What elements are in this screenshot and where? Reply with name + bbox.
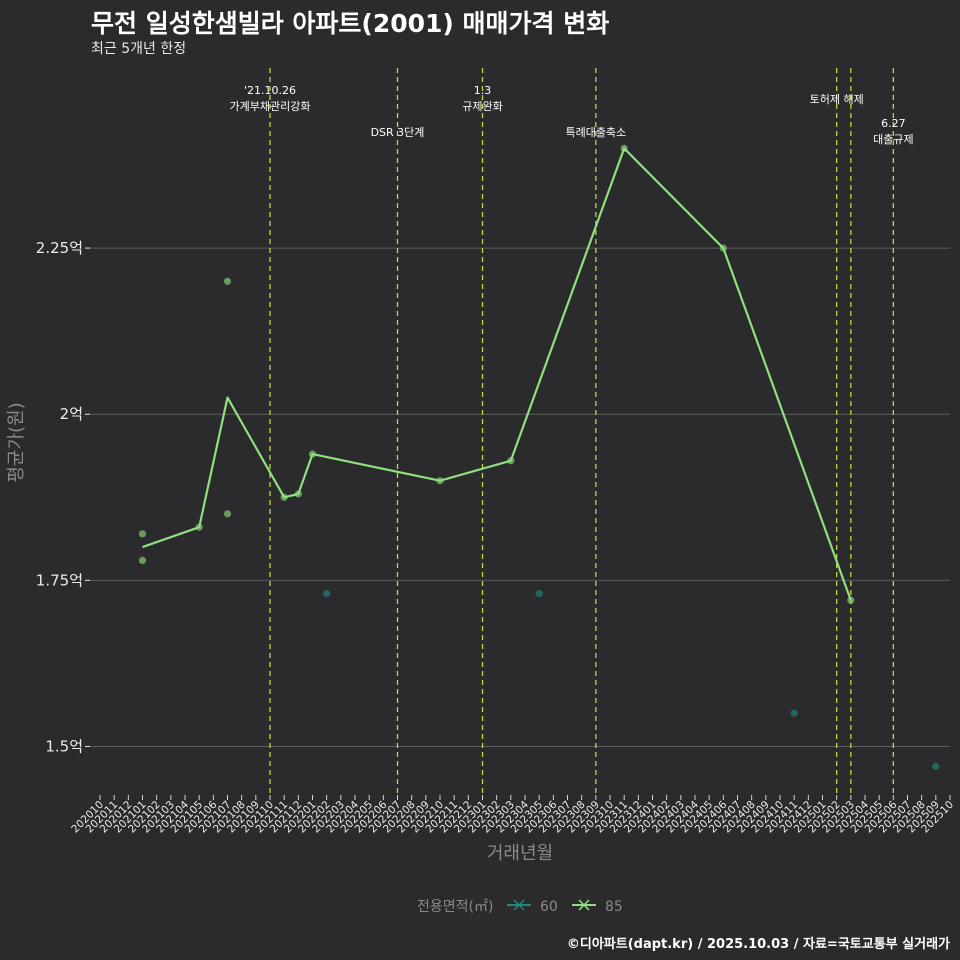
- data-point-85: [294, 490, 302, 498]
- legend-label: 60: [540, 899, 558, 915]
- data-point-85: [280, 493, 288, 501]
- data-point-60: [790, 709, 798, 717]
- legend-key-cross: [513, 899, 525, 911]
- data-point-60: [932, 762, 940, 771]
- legend-label: 85: [605, 899, 623, 915]
- event-label: 6.27: [881, 117, 906, 130]
- data-point-85: [195, 523, 203, 531]
- series-layer: [138, 144, 940, 771]
- x-axis: 2020102020112020122021012021022021032021…: [69, 795, 956, 864]
- data-point-85: [719, 244, 727, 252]
- event-label: 가계부채관리강화: [230, 100, 311, 113]
- data-point-85: [620, 144, 628, 152]
- chart-title: 무전 일성한샘빌라 아파트(2001) 매매가격 변화: [91, 9, 610, 38]
- source-caption: ©디아파트(dapt.kr) / 2025.10.03 / 자료=국토교통부 실…: [566, 937, 950, 952]
- y-tick-label: 1.5억: [45, 737, 83, 755]
- event-label: 규제완화: [462, 100, 502, 113]
- event-label: 특례대출축소: [565, 126, 626, 139]
- data-point-85: [507, 457, 515, 465]
- chart-subtitle: 최근 5개년 한정: [91, 41, 187, 57]
- data-point-85: [436, 477, 444, 485]
- data-point-85: [138, 530, 147, 538]
- event-label: DSR 3단계: [371, 126, 425, 139]
- x-axis-title: 거래년월: [487, 843, 553, 864]
- legend-title: 전용면적(㎡): [417, 899, 493, 915]
- data-point-85: [847, 596, 855, 604]
- event-label: 1.3: [474, 84, 492, 97]
- grid-lines: [90, 247, 950, 747]
- event-label: '21.10.26: [244, 84, 296, 97]
- legend-item-60: 60: [507, 899, 558, 915]
- event-label: 토허제 해제: [810, 92, 864, 106]
- data-point-85: [223, 277, 232, 285]
- data-point-85: [308, 450, 317, 458]
- series-line-85: [142, 147, 852, 601]
- legend-item-85: 85: [572, 899, 623, 915]
- data-point-60: [323, 590, 331, 598]
- data-point-85: [138, 556, 147, 565]
- event-label: 대출규제: [873, 133, 913, 146]
- data-point-60: [535, 590, 543, 598]
- y-tick-label: 2.25억: [36, 239, 83, 257]
- data-point-85: [223, 510, 232, 518]
- y-tick-label: 1.75억: [36, 571, 83, 589]
- legend: 전용면적(㎡) 60 85: [417, 899, 623, 915]
- y-axis-title: 평균가(원): [6, 402, 27, 482]
- legend-key-cross: [578, 899, 590, 911]
- y-tick-label: 2억: [60, 405, 83, 423]
